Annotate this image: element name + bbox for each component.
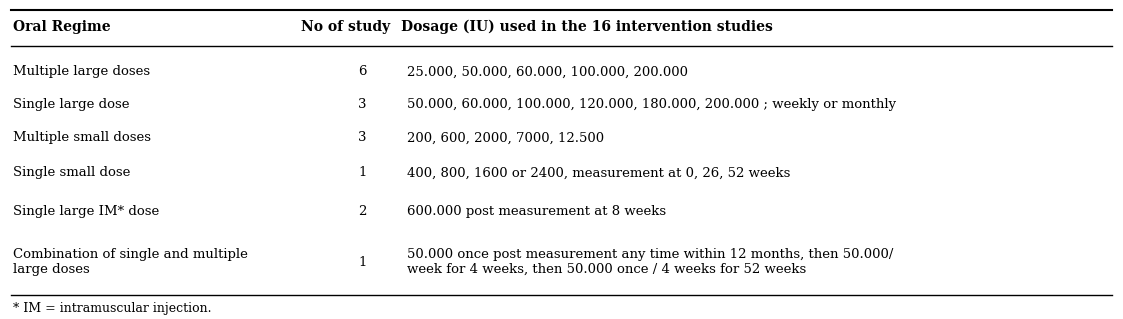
Text: Combination of single and multiple
large doses: Combination of single and multiple large… xyxy=(13,248,248,276)
Text: Dosage (IU) used in the 16 intervention studies: Dosage (IU) used in the 16 intervention … xyxy=(401,20,773,34)
Text: Single small dose: Single small dose xyxy=(13,167,131,179)
Text: 2: 2 xyxy=(358,205,367,218)
Text: * IM = intramuscular injection.: * IM = intramuscular injection. xyxy=(13,302,212,315)
Text: 6: 6 xyxy=(358,65,367,78)
Text: 3: 3 xyxy=(358,98,367,111)
Text: 50.000, 60.000, 100.000, 120.000, 180.000, 200.000 ; weekly or monthly: 50.000, 60.000, 100.000, 120.000, 180.00… xyxy=(407,98,896,111)
Text: Single large dose: Single large dose xyxy=(13,98,130,111)
Text: 50.000 once post measurement any time within 12 months, then 50.000/
week for 4 : 50.000 once post measurement any time wi… xyxy=(407,248,893,276)
Text: 400, 800, 1600 or 2400, measurement at 0, 26, 52 weeks: 400, 800, 1600 or 2400, measurement at 0… xyxy=(407,167,789,179)
Text: 600.000 post measurement at 8 weeks: 600.000 post measurement at 8 weeks xyxy=(407,205,666,218)
Text: 25.000, 50.000, 60.000, 100.000, 200.000: 25.000, 50.000, 60.000, 100.000, 200.000 xyxy=(407,65,687,78)
Text: 1: 1 xyxy=(358,167,367,179)
Text: 1: 1 xyxy=(358,256,367,269)
Text: Oral Regime: Oral Regime xyxy=(13,20,111,34)
Text: Multiple large doses: Multiple large doses xyxy=(13,65,150,78)
Text: 200, 600, 2000, 7000, 12.500: 200, 600, 2000, 7000, 12.500 xyxy=(407,131,604,144)
Text: 3: 3 xyxy=(358,131,367,144)
Text: Multiple small doses: Multiple small doses xyxy=(13,131,152,144)
Text: Single large IM* dose: Single large IM* dose xyxy=(13,205,159,218)
Text: No of study: No of study xyxy=(301,20,390,34)
